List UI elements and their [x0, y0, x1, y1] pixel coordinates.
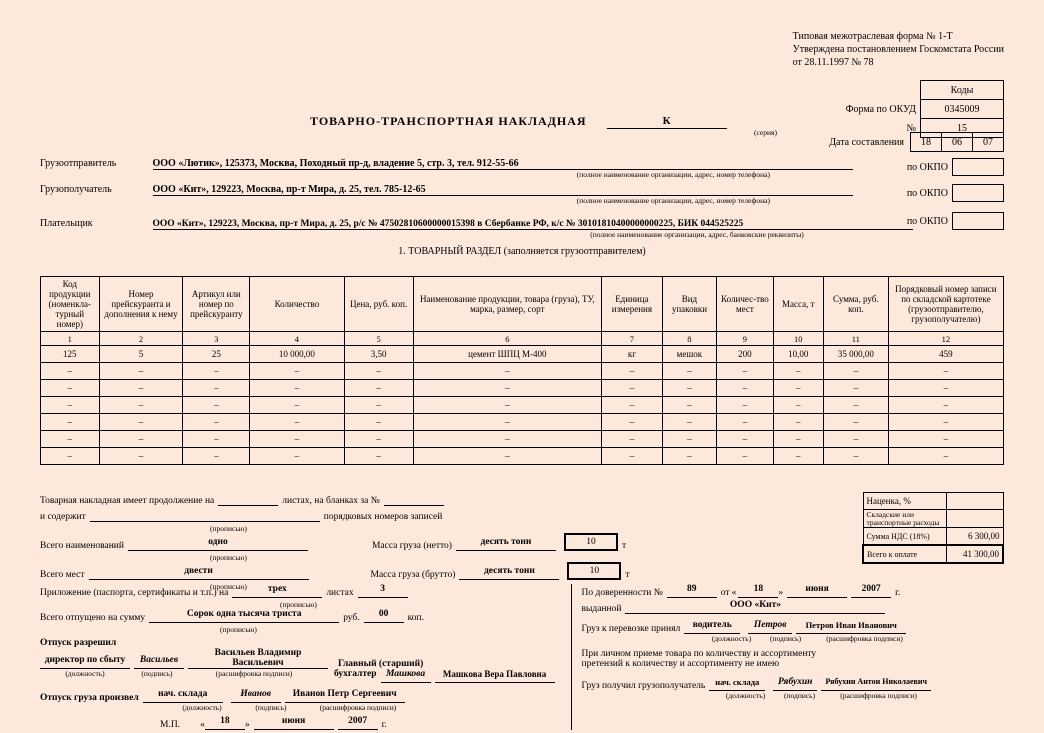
- sender-value: ООО «Лютик», 125373, Москва, Походный пр…: [153, 158, 853, 170]
- okpo-box: [952, 158, 1004, 176]
- okud-value: 0345009: [921, 100, 1004, 119]
- table-row: 12552510 000,003,50цемент ШПЦ М-400кгмеш…: [41, 346, 1004, 363]
- goods-table: Код продукции (номенкла-турный номер)Ном…: [40, 276, 1004, 465]
- date-row: Дата составления 18 06 07: [829, 132, 1004, 152]
- serial-value: К: [607, 115, 727, 129]
- payer-row: Плательщик ООО «Кит», 129223, Москва, пр…: [40, 218, 1004, 239]
- table-row: ––––––––––––: [41, 397, 1004, 414]
- okpo-label: по ОКПО: [907, 162, 948, 173]
- date-year: 07: [973, 133, 1004, 152]
- codes-header: Коды: [921, 81, 1004, 100]
- receiver-label: Грузополучатель: [40, 184, 150, 195]
- table-row: ––––––––––––: [41, 448, 1004, 465]
- table-row: ––––––––––––: [41, 380, 1004, 397]
- serial-sub: (серия): [754, 128, 777, 137]
- table-header-row: Код продукции (номенкла-турный номер)Ном…: [41, 277, 1004, 332]
- title-row: ТОВАРНО-ТРАНСПОРТНАЯ НАКЛАДНАЯ К: [40, 114, 844, 129]
- codes-box: Коды Форма по ОКУД0345009 №15: [840, 80, 1004, 138]
- section-title: 1. ТОВАРНЫЙ РАЗДЕЛ (заполняется грузоотп…: [40, 246, 1004, 257]
- payer-sub: (полное наименование организации, адрес,…: [390, 230, 1004, 239]
- document-title: ТОВАРНО-ТРАНСПОРТНАЯ НАКЛАДНАЯ: [310, 114, 587, 129]
- table-row: ––––––––––––: [41, 431, 1004, 448]
- payer-label: Плательщик: [40, 218, 150, 229]
- table-row: ––––––––––––: [41, 414, 1004, 431]
- payer-value: ООО «Кит», 129223, Москва, пр-т Мира, д.…: [153, 219, 913, 230]
- summary-block: Товарная накладная имеет продолжение нал…: [40, 492, 1004, 591]
- okud-label: Форма по ОКУД: [840, 100, 921, 119]
- sender-label: Грузоотправитель: [40, 158, 150, 169]
- date-month: 06: [942, 133, 973, 152]
- waybill-document: Типовая межотраслевая форма № 1-Т Утверж…: [0, 0, 1044, 733]
- header-line1: Типовая межотраслевая форма № 1-Т: [793, 30, 1004, 43]
- header-line2: Утверждена постановлением Госкомстата Ро…: [793, 43, 1004, 56]
- table-colnum-row: 123456789101112: [41, 332, 1004, 346]
- receiver-row: Грузополучатель ООО «Кит», 129223, Москв…: [40, 184, 1004, 205]
- receiver-value: ООО «Кит», 129223, Москва, пр-т Мира, д.…: [153, 184, 853, 196]
- table-row: ––––––––––––: [41, 363, 1004, 380]
- signatures-block: Приложение (паспорта, сертификаты и т.п.…: [40, 584, 1004, 730]
- date-day: 18: [911, 133, 942, 152]
- totals-box: Наценка, % Складские или транспортные ра…: [862, 492, 1004, 564]
- right-signatures: По доверенности №89 от«18» июня 2007г. в…: [571, 584, 1004, 730]
- form-header: Типовая межотраслевая форма № 1-Т Утверж…: [793, 30, 1004, 69]
- sender-row: Грузоотправитель ООО «Лютик», 125373, Мо…: [40, 158, 1004, 179]
- date-label: Дата составления: [829, 137, 904, 148]
- left-signatures: Приложение (паспорта, сертификаты и т.п.…: [40, 584, 555, 730]
- header-line3: от 28.11.1997 № 78: [793, 56, 1004, 69]
